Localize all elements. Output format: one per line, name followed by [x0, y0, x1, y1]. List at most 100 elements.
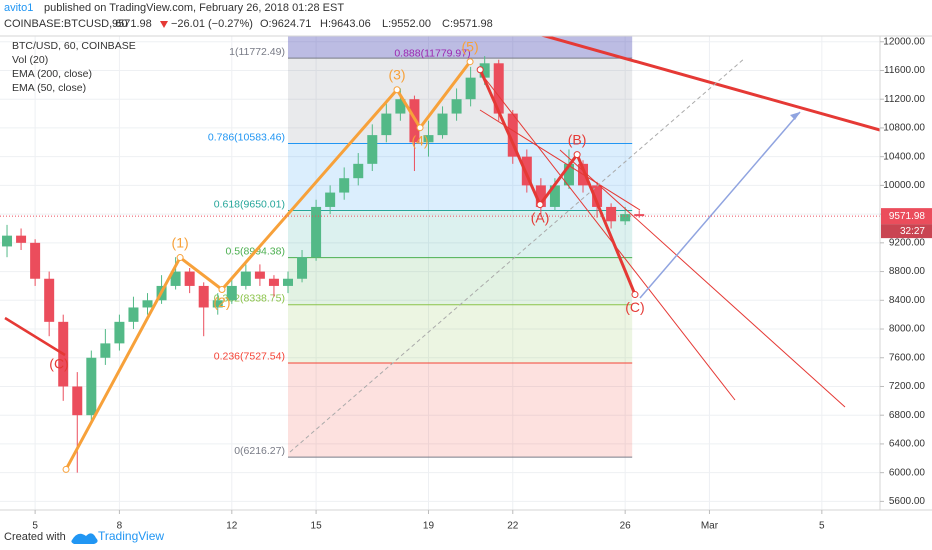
last-price: 9571.98 [112, 18, 152, 30]
candle-body [451, 99, 462, 114]
candle-body [325, 192, 336, 207]
x-tick-label: 8 [117, 521, 123, 532]
wave-point [62, 465, 70, 473]
y-tick-label: 8400.00 [889, 295, 926, 306]
price-tag [881, 208, 932, 225]
candle-body [86, 357, 97, 416]
price-tag-label: 9571.98 [889, 211, 926, 222]
candle-body [367, 135, 378, 164]
candle-body [339, 178, 350, 193]
y-tick-label: 6000.00 [889, 467, 926, 478]
candle-body [606, 206, 617, 222]
wave-point [218, 286, 226, 294]
candle-body [72, 386, 83, 416]
fib-label: 0.236(7527.54) [214, 351, 285, 363]
wave-point [416, 124, 424, 132]
x-tick-label: 26 [620, 521, 632, 532]
wave-label: (C) [49, 356, 68, 372]
candle-body [198, 285, 209, 308]
plot: 1(11772.49) 0.786(10583.46) 0.618(9650.01)… [0, 36, 880, 510]
candle-body [423, 135, 434, 143]
wave-label: (2) [213, 294, 230, 310]
wave-point [631, 291, 639, 299]
candle-body [100, 343, 111, 358]
wave-label: (4) [411, 132, 428, 148]
y-tick-label: 12000.00 [883, 36, 925, 47]
countdown-tag [881, 224, 932, 239]
high: H:9643.06 [320, 18, 371, 30]
wave-label: (3) [388, 66, 405, 82]
wave-line [478, 69, 637, 296]
y-tick-label: 10800.00 [883, 123, 925, 134]
legend-item: EMA (200, close) [12, 68, 92, 80]
legend-item: EMA (50, close) [12, 82, 86, 94]
wave-label: (A) [531, 209, 550, 225]
candle-body [493, 63, 504, 114]
wave-line [64, 60, 472, 471]
fib-label: 0.786(10583.46) [208, 131, 285, 143]
wave-label: (B) [568, 131, 587, 147]
candle-body [549, 185, 560, 207]
x-tick-label: 5 [819, 521, 825, 532]
candle-body [620, 214, 631, 222]
y-tick-label: 8800.00 [889, 266, 926, 277]
fib-label: 1(11772.49) [229, 46, 285, 58]
candle-body [240, 271, 251, 286]
candle-body [507, 113, 518, 157]
wave-point [466, 58, 474, 66]
fib-band [287, 304, 633, 363]
fib-label: 0(6216.27) [234, 445, 285, 457]
y-tick-label: 9200.00 [889, 237, 926, 248]
trend-line [289, 57, 746, 453]
candle-body [395, 99, 406, 114]
trend-line [539, 36, 880, 132]
author[interactable]: avito1 [4, 2, 33, 14]
wave-label: (1) [172, 234, 189, 250]
change: −26.01 (−0.27%) [171, 18, 253, 30]
y-tick-label: 7200.00 [889, 381, 926, 392]
trend-line [639, 111, 801, 299]
candle-body [535, 185, 546, 207]
candle-body [226, 285, 237, 301]
candle-body [353, 163, 364, 179]
y-tick-label: 11600.00 [884, 65, 925, 76]
open: O:9624.71 [260, 18, 311, 30]
wave-point [573, 151, 581, 159]
candle-body [16, 235, 27, 243]
y-tick-label: 8000.00 [889, 324, 926, 335]
trend-line [479, 71, 736, 401]
candle-body [465, 77, 476, 100]
down-arrow [160, 21, 168, 28]
wave-point [393, 86, 401, 94]
y-tick-label: 6800.00 [889, 410, 926, 421]
candle-body [114, 321, 125, 344]
fib-band [287, 362, 633, 458]
x-tick-label: 19 [423, 521, 435, 532]
candle-body [268, 278, 279, 286]
candle-body [2, 235, 13, 247]
low: L:9552.00 [382, 18, 431, 30]
footer-brand[interactable]: TradingView [98, 529, 164, 543]
candle-body [311, 206, 322, 258]
candle-body [381, 113, 392, 136]
candle-body [521, 156, 532, 186]
candle-body [297, 257, 308, 279]
trend-line [559, 149, 846, 408]
y-tick-label: 10000.00 [883, 180, 925, 191]
x-tick-label: Mar [701, 521, 719, 532]
wave-label: (5) [462, 38, 479, 54]
wave-point [176, 254, 184, 262]
fib-extra-label: 0.888(11779.97) [394, 47, 470, 59]
y-tick-label: 6400.00 [889, 439, 926, 450]
legend-item: BTC/USD, 60, COINBASE [12, 40, 136, 52]
candle-body [437, 113, 448, 136]
countdown: 32:27 [900, 226, 925, 237]
candle-body [170, 271, 181, 286]
x-tick-label: 12 [226, 521, 238, 532]
candle-body [592, 185, 603, 207]
symbol: COINBASE:BTCUSD, 60 [4, 18, 127, 30]
candle-body [142, 300, 153, 308]
x-tick-label: 5 [32, 521, 38, 532]
x-tick-label: 15 [311, 521, 323, 532]
